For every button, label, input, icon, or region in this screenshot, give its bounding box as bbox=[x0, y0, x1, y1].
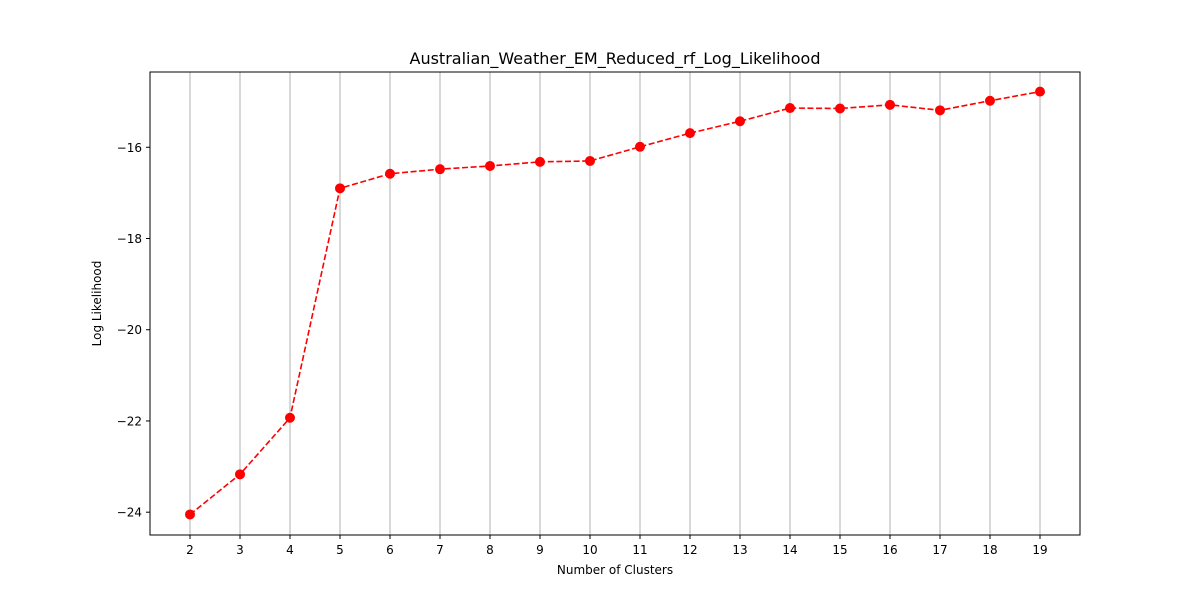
x-tick-label: 14 bbox=[782, 543, 797, 557]
x-tick-label: 5 bbox=[336, 543, 344, 557]
series-layer bbox=[185, 86, 1045, 520]
data-point bbox=[835, 103, 845, 114]
data-point bbox=[685, 128, 695, 139]
x-axis-title: Number of Clusters bbox=[557, 563, 673, 577]
x-tick-label: 18 bbox=[982, 543, 997, 557]
x-tick-label: 2 bbox=[186, 543, 194, 557]
ticks-layer: 2 3 4 5 6 7 8 9 10 11 12 13 14 15 16 17 18 19 −24 −22 −20 −18… bbox=[117, 141, 1048, 557]
data-point bbox=[185, 509, 195, 520]
y-tick-label: −16 bbox=[117, 141, 142, 155]
data-point bbox=[1035, 86, 1045, 97]
data-point bbox=[935, 105, 945, 116]
x-tick-label: 13 bbox=[732, 543, 747, 557]
x-tick-label: 12 bbox=[682, 543, 697, 557]
data-point bbox=[585, 155, 595, 166]
y-tick-label: −24 bbox=[117, 506, 142, 520]
data-point bbox=[385, 168, 395, 179]
x-tick-label: 17 bbox=[932, 543, 947, 557]
x-tick-label: 19 bbox=[1032, 543, 1047, 557]
x-tick-label: 4 bbox=[286, 543, 294, 557]
data-point bbox=[785, 103, 795, 114]
data-point bbox=[335, 183, 345, 194]
x-tick-label: 6 bbox=[386, 543, 394, 557]
data-point bbox=[285, 412, 295, 423]
y-axis-title: Log Likelihood bbox=[90, 261, 104, 347]
chart-title: Australian_Weather_EM_Reduced_rf_Log_Lik… bbox=[410, 49, 821, 69]
x-tick-label: 15 bbox=[832, 543, 847, 557]
data-point bbox=[485, 160, 495, 171]
grid-layer bbox=[189, 72, 1041, 535]
data-point bbox=[635, 141, 645, 152]
y-tick-label: −22 bbox=[117, 414, 142, 428]
data-point bbox=[235, 469, 245, 480]
x-tick-label: 11 bbox=[632, 543, 647, 557]
series-line bbox=[189, 90, 1041, 516]
data-point bbox=[735, 116, 745, 127]
data-point bbox=[885, 99, 895, 110]
x-tick-label: 3 bbox=[236, 543, 244, 557]
y-tick-label: −18 bbox=[117, 232, 142, 246]
plot-frame bbox=[149, 71, 1081, 536]
data-point bbox=[985, 95, 995, 106]
y-tick-label: −20 bbox=[117, 323, 142, 337]
x-tick-label: 9 bbox=[536, 543, 544, 557]
x-tick-label: 7 bbox=[436, 543, 444, 557]
data-point bbox=[435, 164, 445, 175]
data-point bbox=[535, 156, 545, 167]
x-tick-label: 8 bbox=[486, 543, 494, 557]
x-tick-label: 10 bbox=[582, 543, 597, 557]
x-tick-label: 16 bbox=[882, 543, 897, 557]
